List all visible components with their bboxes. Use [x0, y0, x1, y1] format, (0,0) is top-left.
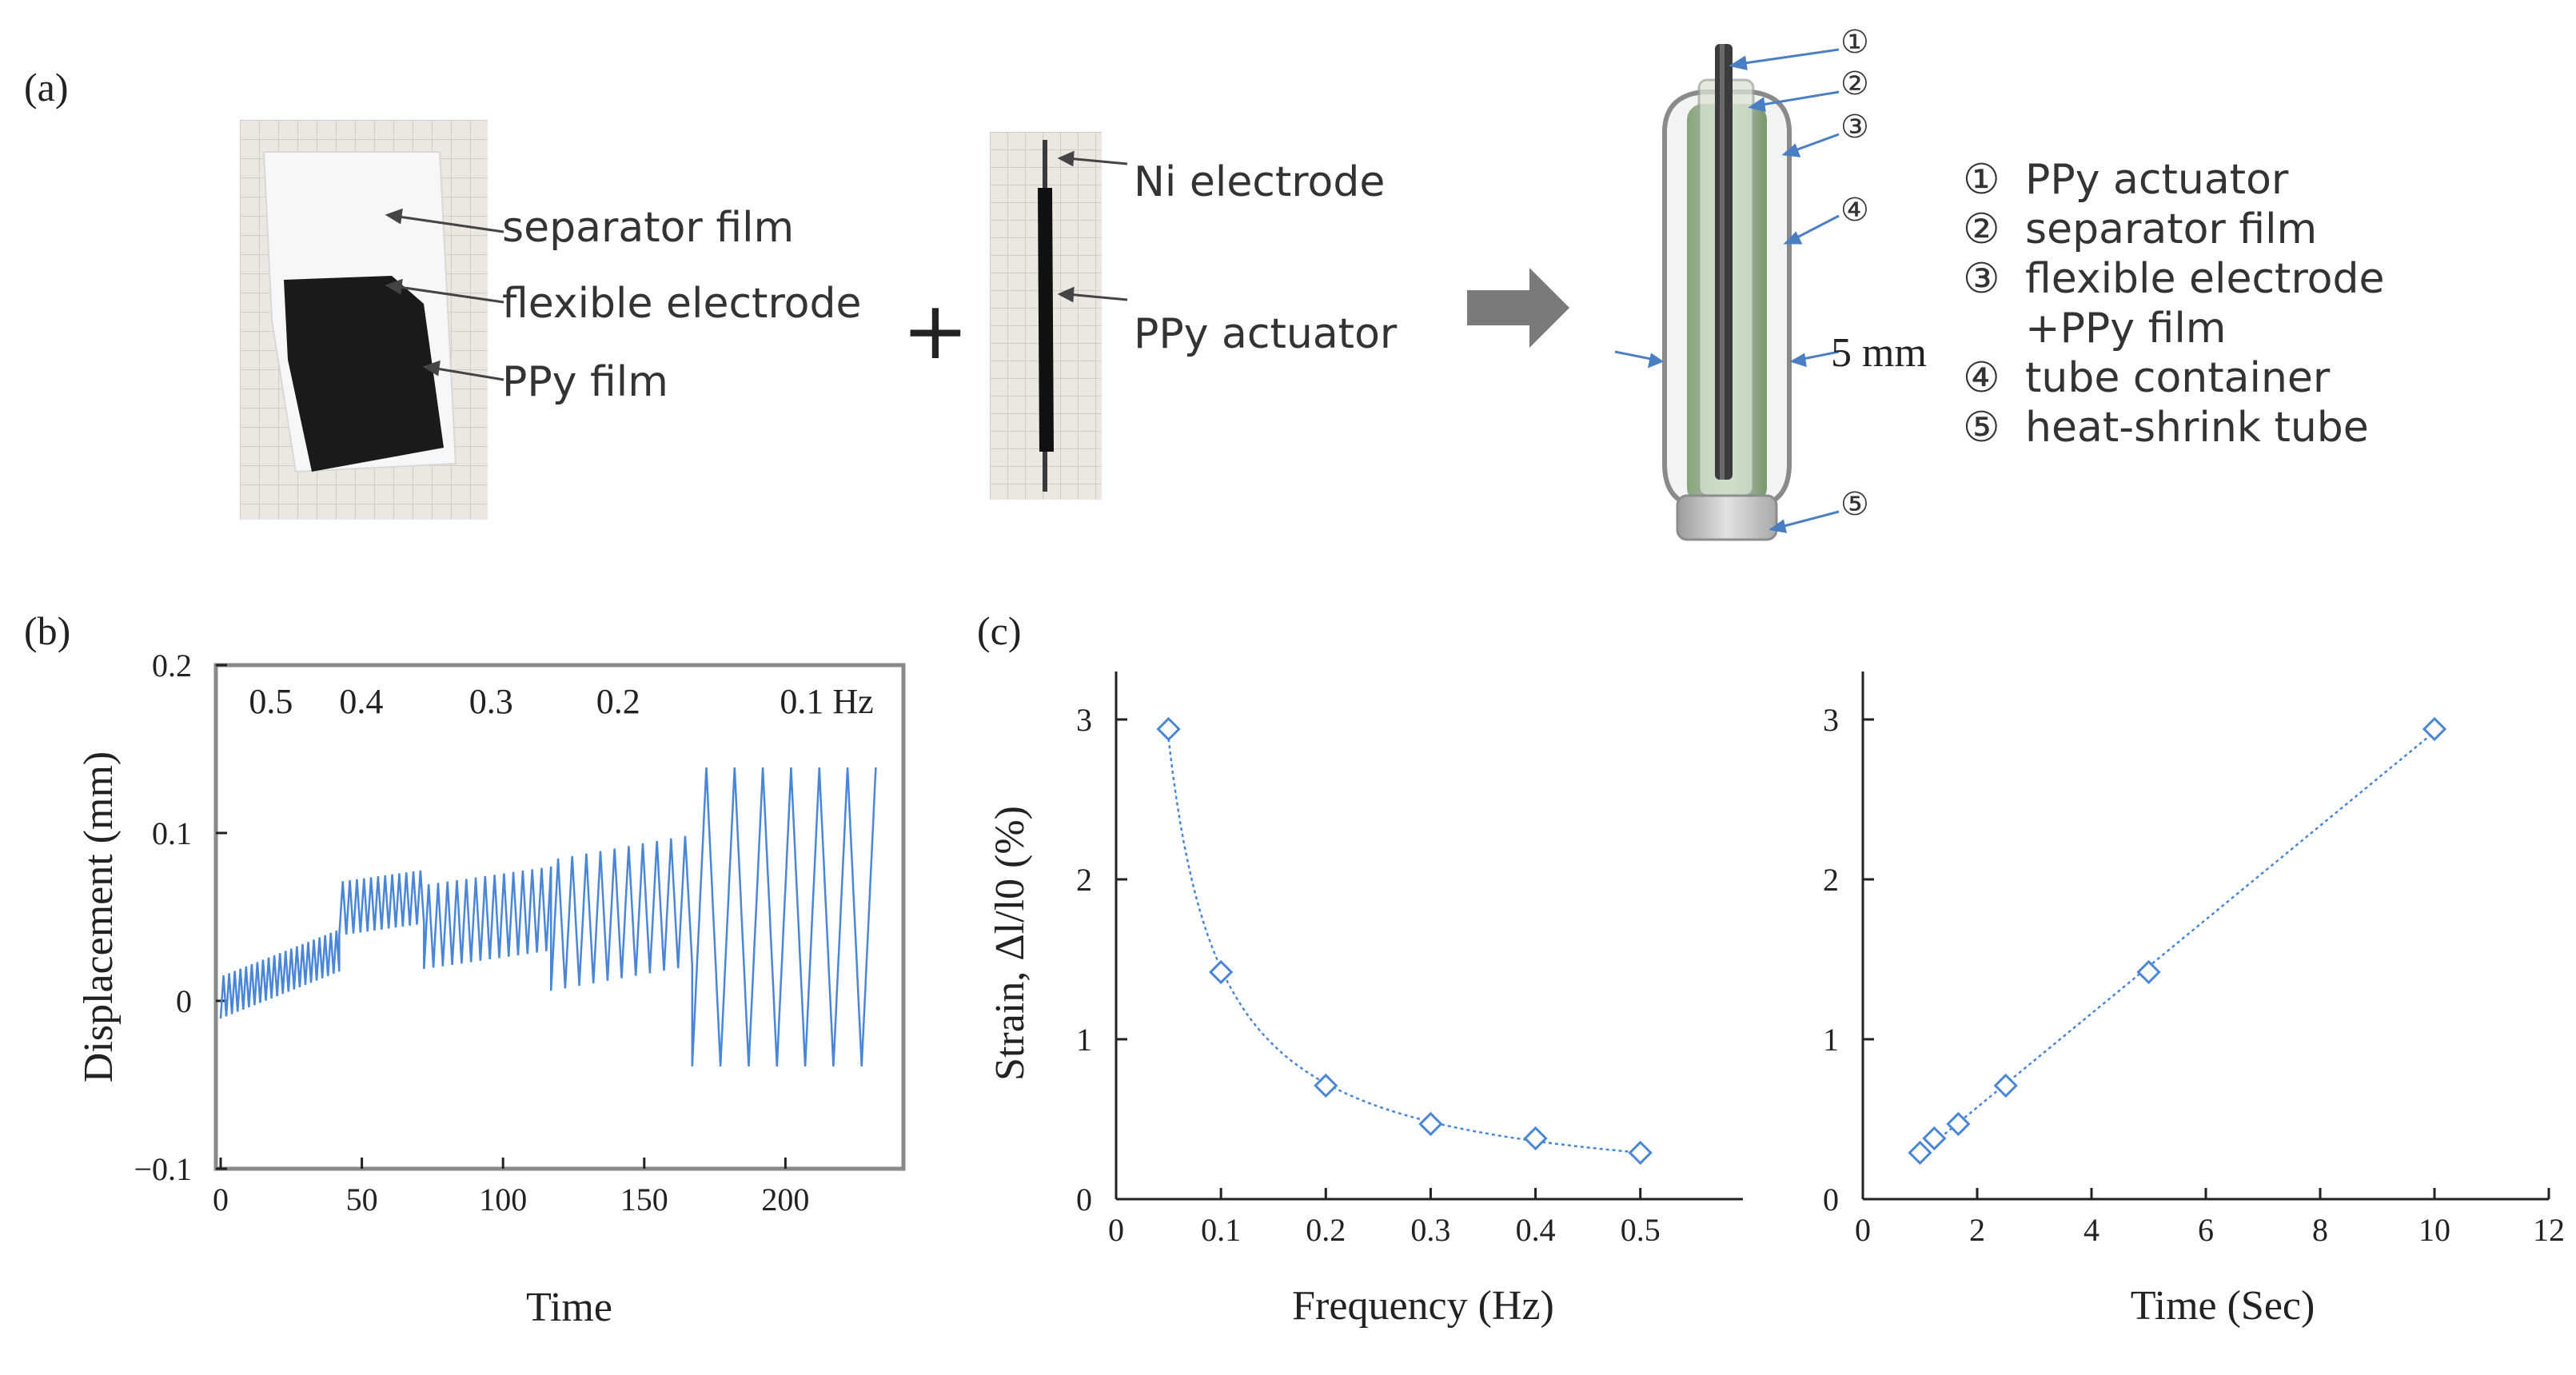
x-tick-label: 12 — [2533, 1212, 2565, 1248]
x-tick-label: 2 — [1969, 1212, 1985, 1248]
legend-item-separator-film: ② separator film — [1963, 205, 2318, 253]
process-arrow — [1467, 268, 1569, 348]
legend-item-heat-shrink-tube: ⑤ heat-shrink tube — [1963, 404, 2369, 452]
panel-label-c: (c) — [977, 608, 1022, 653]
chart-b-marks: 0 50 100 150 200 −0.1 0 0.1 0.2 0.5 0.4 0.3 0.2 0.1 H… — [134, 648, 877, 1218]
legend-item-tube-container: ④ tube container — [1963, 354, 2331, 402]
label-ni-electrode: Ni electrode — [1134, 158, 1386, 206]
y-tick-label: 2 — [1076, 862, 1092, 898]
schematic-marker-2: ② — [1840, 66, 1869, 102]
data-point — [1922, 1126, 1947, 1151]
frequency-annotation: 0.5 — [249, 682, 293, 721]
y-tick-label: 0.1 — [152, 815, 192, 851]
x-tick-label: 0 — [1108, 1212, 1124, 1248]
chart-c1-ylabel: Strain, Δl/l0 (%) — [987, 806, 1033, 1081]
x-tick-label: 150 — [620, 1182, 668, 1218]
chart-b-ylabel: Displacement (mm) — [76, 751, 122, 1082]
x-tick-label: 4 — [2084, 1212, 2099, 1248]
photo-ni-electrode-actuator — [990, 132, 1102, 500]
data-point — [1523, 1126, 1548, 1151]
schematic-marker-1: ① — [1840, 24, 1869, 61]
x-tick-label: 0.3 — [1410, 1212, 1450, 1248]
chart-c1-xlabel: Frequency (Hz) — [1292, 1283, 1554, 1329]
displacement-series-line — [219, 767, 877, 1066]
x-tick-label: 0.5 — [1621, 1212, 1661, 1248]
x-tick-label: 10 — [2418, 1212, 2450, 1248]
y-tick-label: 0.2 — [152, 648, 192, 684]
data-point — [1209, 959, 1234, 985]
label-ppy-actuator: PPy actuator — [1134, 310, 1398, 358]
y-tick-label: 0 — [176, 983, 192, 1019]
linear-trendline — [1919, 731, 2435, 1155]
x-tick-label: 0.4 — [1516, 1212, 1556, 1248]
legend-item-ppy-actuator: ① PPy actuator — [1963, 156, 2289, 204]
chart-displacement: 0 50 100 150 200 −0.1 0 0.1 0.2 0.5 0.4 0.3 0.2 0.1 H… — [76, 648, 906, 1330]
chart-c2-xlabel: Time (Sec) — [2131, 1283, 2315, 1329]
tube-schematic — [1614, 44, 1840, 541]
chart-c1-marks: 0 0.1 0.2 0.3 0.4 0.5 0 1 2 3 — [1076, 702, 1661, 1248]
x-tick-label: 50 — [346, 1182, 378, 1218]
chart-b-frame — [213, 663, 906, 1171]
data-point — [1628, 1140, 1653, 1166]
y-tick-label: 1 — [1823, 1022, 1839, 1058]
photo-separator-electrode-ppy — [240, 120, 488, 520]
x-tick-label: 6 — [2198, 1212, 2214, 1248]
schematic-marker-3: ③ — [1840, 109, 1869, 145]
schematic-dimension: 5 mm — [1831, 330, 1927, 376]
data-point — [1156, 716, 1181, 742]
y-tick-label: 3 — [1076, 702, 1092, 738]
data-point — [2422, 716, 2447, 742]
data-point — [1946, 1111, 1971, 1137]
photo-ni-electrode-actuator-image — [990, 132, 1102, 500]
y-tick-label: 1 — [1076, 1022, 1092, 1058]
schematic-marker-5: ⑤ — [1840, 486, 1869, 523]
x-tick-label: 200 — [761, 1182, 809, 1218]
y-tick-label: −0.1 — [134, 1151, 192, 1187]
y-tick-label: 0 — [1076, 1182, 1092, 1218]
x-tick-label: 8 — [2312, 1212, 2328, 1248]
plus-symbol: + — [902, 284, 969, 377]
x-tick-label: 0 — [1855, 1212, 1871, 1248]
data-point — [1314, 1073, 1338, 1098]
frequency-annotation: 0.4 — [339, 682, 383, 721]
schematic-marker-4: ④ — [1840, 192, 1869, 229]
chart-b-xlabel: Time — [526, 1285, 612, 1330]
frequency-annotation: 0.1 Hz — [780, 682, 873, 721]
data-point — [1908, 1140, 1932, 1166]
data-point — [1418, 1111, 1443, 1137]
photo-separator-electrode-ppy-image — [240, 120, 488, 520]
data-point — [2136, 959, 2161, 985]
x-tick-label: 0.2 — [1306, 1212, 1346, 1248]
frequency-annotation: 0.2 — [596, 682, 640, 721]
photo2-leader-lines — [1057, 150, 1128, 303]
panel-label-a: (a) — [24, 65, 69, 110]
x-tick-label: 0.1 — [1201, 1212, 1241, 1248]
x-tick-label: 0 — [213, 1182, 229, 1218]
schematic-legend: ① PPy actuator ② separator film ③ flexible … — [1963, 156, 2385, 453]
y-tick-label: 3 — [1823, 702, 1839, 738]
label-flexible-electrode: flexible electrode — [502, 280, 862, 328]
photo1-leader-lines — [385, 208, 504, 381]
data-point — [1993, 1073, 2018, 1098]
legend-item-ppy-film: +PPy film — [2025, 305, 2227, 353]
y-tick-label: 0 — [1823, 1182, 1839, 1218]
label-separator-film: separator film — [502, 204, 795, 252]
frequency-annotation: 0.3 — [469, 682, 513, 721]
panel-label-b: (b) — [24, 608, 71, 653]
power-trendline — [1167, 739, 1641, 1154]
legend-item-flexible-electrode: ③ flexible electrode — [1963, 255, 2385, 303]
label-ppy-film: PPy film — [502, 358, 668, 406]
x-tick-label: 100 — [479, 1182, 527, 1218]
y-tick-label: 2 — [1823, 862, 1839, 898]
chart-strain-frequency: 0 0.1 0.2 0.3 0.4 0.5 0 1 2 3 Strain, Δl/l0 (%) F… — [987, 672, 1743, 1329]
